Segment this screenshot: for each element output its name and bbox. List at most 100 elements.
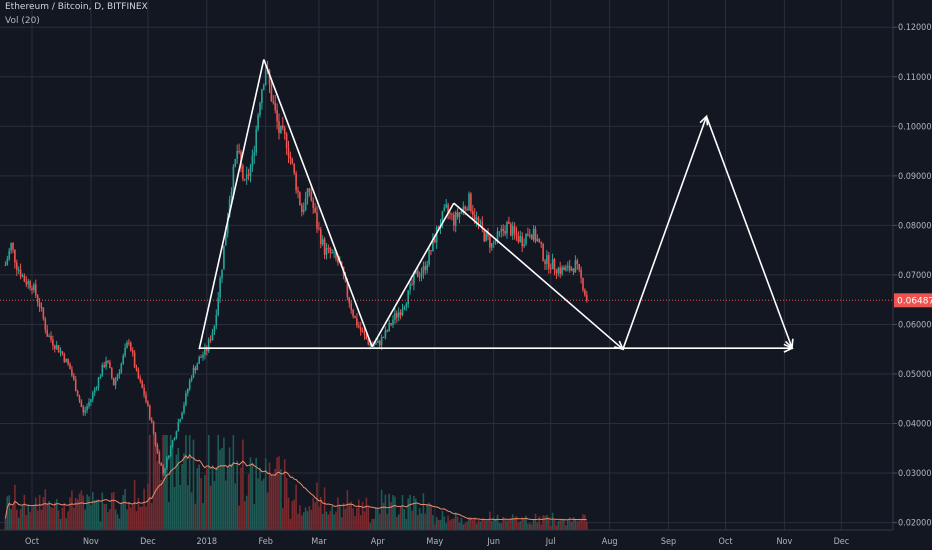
volume-bar	[17, 517, 20, 530]
volume-bar	[375, 507, 377, 530]
candle-body	[559, 267, 561, 274]
candle-body	[209, 339, 212, 341]
volume-bar	[420, 513, 423, 530]
time-tick-label: Oct	[719, 537, 733, 547]
volume-bar	[255, 457, 257, 530]
volume-bar	[447, 515, 449, 530]
time-tick-label: Mar	[311, 537, 327, 547]
candle-body	[287, 147, 290, 157]
candle-body	[225, 233, 227, 246]
volume-bar	[48, 500, 50, 530]
candle-body	[578, 263, 580, 270]
candle-body	[308, 188, 311, 192]
candle-body	[268, 70, 271, 85]
candle-body	[506, 221, 508, 234]
candle-body	[464, 206, 466, 209]
volume-bar	[95, 499, 98, 530]
volume-bar	[209, 485, 212, 530]
volume-bar	[496, 514, 499, 530]
volume-bar	[494, 518, 497, 530]
volume-bar	[133, 479, 136, 530]
candle-body	[179, 419, 181, 423]
volume-bar	[226, 467, 229, 530]
time-tick-label: Sep	[661, 537, 676, 547]
volume-bar	[304, 507, 307, 530]
volume-bar	[445, 523, 447, 530]
volume-bar	[264, 458, 267, 530]
candle-body	[428, 250, 430, 265]
candle-body	[532, 228, 535, 240]
volume-bar	[221, 447, 223, 530]
candle-body	[511, 226, 514, 236]
candle-body	[549, 268, 552, 270]
volume-bar	[306, 511, 309, 530]
candle-body	[580, 269, 582, 278]
candle-body	[451, 213, 453, 215]
candle-body	[263, 84, 265, 90]
candle-body	[202, 354, 204, 358]
volume-bar	[397, 514, 400, 530]
volume-bar	[378, 513, 381, 530]
volume-bar	[4, 518, 7, 530]
candle-body	[329, 248, 332, 253]
candle-body	[405, 303, 408, 307]
volume-bar	[14, 484, 16, 530]
volume-bar	[432, 515, 434, 530]
volume-bar	[584, 514, 586, 530]
volume-bar	[434, 524, 436, 530]
volume-bar	[500, 523, 503, 530]
volume-bar	[242, 439, 244, 530]
hs-head-down	[263, 59, 373, 348]
volume-bar	[190, 492, 193, 530]
volume-bar	[16, 509, 18, 530]
candle-body	[27, 281, 29, 285]
volume-bar	[249, 457, 252, 530]
volume-bar	[247, 474, 250, 530]
volume-bar	[291, 501, 294, 530]
volume-bar	[418, 508, 421, 530]
time-axis[interactable]: Oct Nov Dec 2018 Feb Mar Apr May Jun Jul Aug Sep Oct…	[0, 529, 932, 550]
volume-bar	[169, 435, 172, 530]
candle-body	[432, 238, 434, 252]
volume-bar	[323, 487, 326, 530]
projection-down-arrowhead	[784, 338, 794, 350]
volume-bar	[342, 503, 345, 530]
candle-body	[198, 357, 200, 364]
candle-body	[63, 354, 66, 362]
candle-body	[331, 252, 333, 254]
time-tick-label: May	[426, 537, 443, 547]
candle-body	[354, 316, 356, 319]
volume-bar	[80, 490, 83, 530]
volume-bar	[411, 510, 413, 530]
candle-body	[4, 265, 7, 266]
volume-bar	[565, 525, 567, 530]
time-tick-label: Dec	[834, 537, 850, 547]
symbol-legend[interactable]: Ethereum / Bitcoin, D, BITFINEX	[5, 2, 148, 12]
volume-bar	[413, 495, 415, 530]
volume-bar	[90, 505, 92, 530]
volume-bar	[261, 480, 263, 530]
candle-body	[150, 419, 153, 422]
volume-legend[interactable]: Vol (20)	[5, 16, 40, 26]
volume-bar	[78, 493, 81, 530]
volume-bar	[396, 516, 398, 530]
volume-bar	[354, 515, 356, 530]
candle-body	[192, 367, 195, 378]
candle-body	[323, 239, 326, 255]
volume-bar	[52, 507, 54, 530]
candle-body	[568, 265, 571, 271]
volume-bar	[139, 506, 142, 530]
candle-body	[73, 375, 75, 380]
volume-bar	[120, 502, 123, 530]
volume-bar	[268, 462, 271, 530]
volume-bar	[76, 499, 79, 530]
volume-bar	[466, 521, 468, 530]
candle-body	[168, 456, 170, 458]
